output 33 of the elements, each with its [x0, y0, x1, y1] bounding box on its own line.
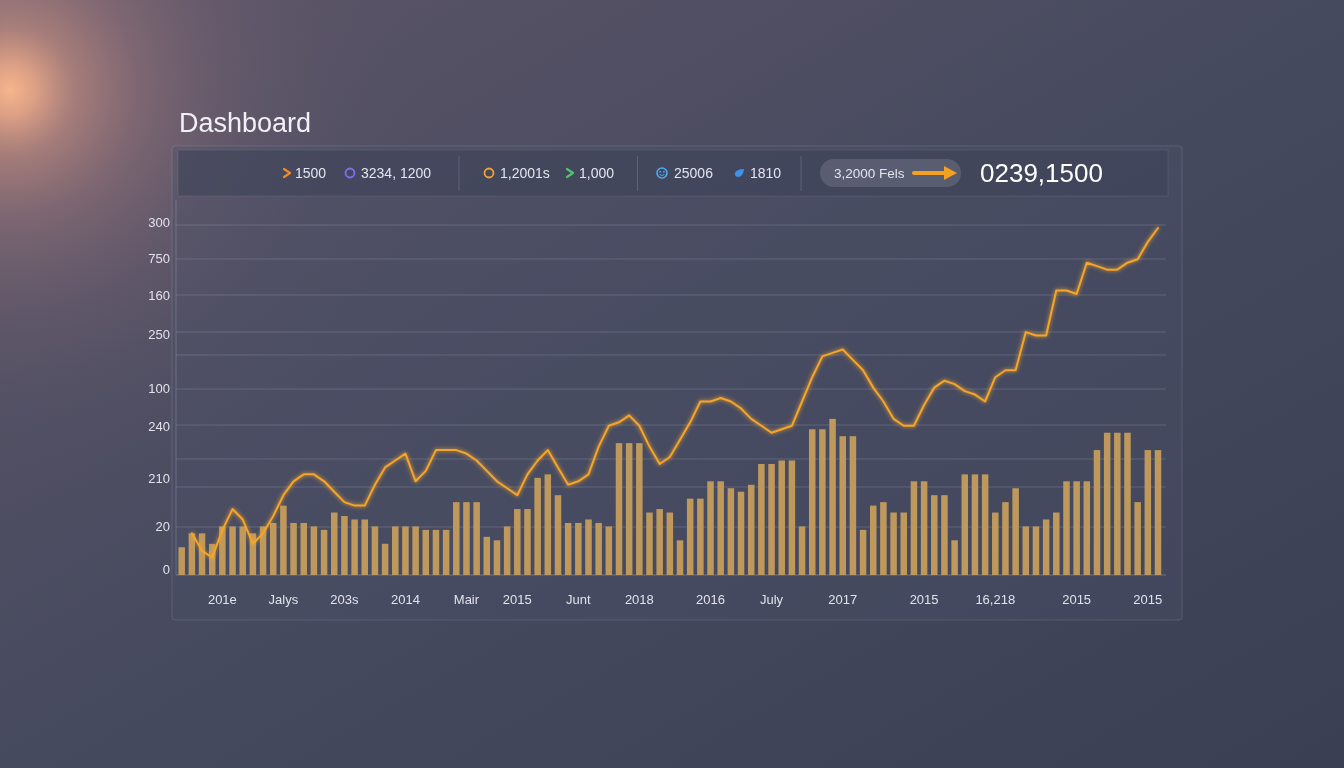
text: 3,2000 Fels — [834, 165, 905, 181]
text: 250 — [148, 326, 170, 342]
x-tick-label: 2015 — [502, 591, 532, 607]
text: 0239,1500 — [980, 158, 1103, 188]
x-tick-label: 2017 — [828, 591, 858, 607]
text: 300 — [148, 214, 170, 230]
x-tick-label: 2016 — [696, 591, 725, 607]
x-tick-label: 2015 — [909, 591, 939, 607]
x-tick-label: 201e — [207, 591, 237, 607]
text: 20 — [155, 518, 170, 534]
text: 160 — [148, 287, 170, 303]
x-tick-label: 16,218 — [975, 591, 1016, 607]
text: 100 — [148, 380, 170, 396]
x-tick-label: Junt — [566, 591, 591, 607]
chart-title: Dashboard — [179, 108, 312, 138]
x-tick-label: 203s — [330, 591, 360, 607]
text: 240 — [148, 418, 170, 434]
x-tick-label: 2014 — [390, 591, 420, 607]
text: 3234, 1200 — [361, 165, 432, 181]
x-tick-label: 2015 — [1062, 591, 1092, 607]
text: 25006 — [674, 165, 714, 181]
x-tick-label: Mair — [453, 591, 480, 607]
text: 0 — [162, 561, 170, 577]
text: 1,2001s — [500, 165, 550, 181]
x-tick-label: Jalys — [268, 591, 299, 607]
x-tick-label: 2015 — [1133, 591, 1163, 607]
x-tick-label: 2018 — [624, 591, 654, 607]
text: 1810 — [750, 165, 782, 181]
text: 1,000 — [579, 165, 615, 181]
x-tick-label: July — [759, 591, 784, 607]
text: 750 — [148, 250, 170, 266]
text: 210 — [148, 470, 170, 486]
text: 1500 — [295, 165, 327, 181]
